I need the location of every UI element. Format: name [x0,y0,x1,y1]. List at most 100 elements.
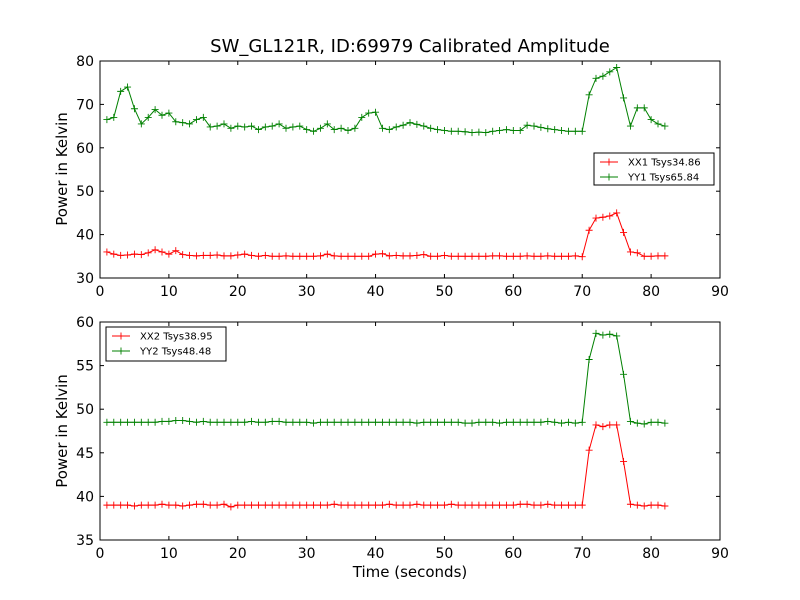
data-point [137,120,145,128]
data-point [606,421,614,429]
data-point [344,126,352,134]
data-point [103,418,111,426]
data-point [337,252,345,260]
data-point [537,418,545,426]
data-point [447,500,455,508]
data-point [186,417,194,425]
data-point [234,251,242,259]
data-point [523,418,531,426]
data-point [199,500,207,508]
data-point [261,123,269,131]
data-point [213,501,221,509]
x-tick-label: 40 [367,546,385,562]
data-point [392,251,400,259]
data-point [130,502,138,510]
data-point [392,418,400,426]
data-point [606,330,614,338]
y-axis-title-bottom: Power in Kelvin [53,374,71,488]
data-point [440,251,448,259]
data-point [571,252,579,260]
data-point [489,127,497,135]
data-point [310,501,318,509]
data-point [626,122,634,130]
legend-marker [605,158,613,166]
data-point [337,418,345,426]
data-point [372,250,380,258]
data-point [130,105,138,113]
legend-marker [605,173,613,181]
data-point [544,252,552,260]
data-point [606,68,614,76]
data-point [323,418,331,426]
data-point [489,252,497,260]
data-point [248,501,256,509]
data-point [647,252,655,260]
data-point [310,252,318,260]
data-point [248,251,256,259]
data-point [296,122,304,130]
data-point [158,417,166,425]
series-markers-2 [103,329,669,428]
data-point [661,252,669,260]
data-point [564,252,572,260]
data-point [544,125,552,133]
data-point [578,418,586,426]
data-point [482,252,490,260]
data-point [337,124,345,132]
data-point [461,419,469,427]
data-point [130,418,138,426]
data-point [158,111,166,119]
data-point [661,122,669,130]
data-point [206,251,214,259]
data-point [558,126,566,134]
data-point [117,418,125,426]
data-point [316,418,324,426]
data-point [578,501,586,509]
data-point [626,248,634,256]
data-point [172,417,180,425]
data-point [613,209,621,217]
data-point [344,501,352,509]
series-markers-1 [103,209,669,261]
x-tick-label: 20 [229,284,247,300]
data-point [365,252,373,260]
legend-marker [117,332,125,340]
data-point [585,226,593,234]
x-tick-label: 90 [711,284,729,300]
x-tick-label: 30 [298,284,316,300]
data-point [633,249,641,257]
data-point [275,501,283,509]
x-tick-label: 80 [642,284,660,300]
data-point [413,419,421,427]
x-tick-label: 0 [96,284,105,300]
data-point [640,420,648,428]
data-point [516,500,524,508]
data-point [372,418,380,426]
data-point [654,120,662,128]
data-point [496,126,504,134]
legend-label: XX1 Tsys34.86 [628,158,701,169]
data-point [227,418,235,426]
x-axis-title: Time (seconds) [352,563,468,581]
data-point [420,501,428,509]
data-point [413,500,421,508]
data-point [234,122,242,130]
data-point [268,122,276,130]
data-point [186,251,194,259]
data-point [172,118,180,126]
legend: XX2 Tsys38.95 YY2 Tsys48.48 [105,326,227,362]
chart-title: SW_GL121R, ID:69979 Calibrated Amplitude [210,36,610,57]
data-point [654,252,662,260]
data-point [640,502,648,510]
data-point [385,252,393,260]
data-point [475,252,483,260]
data-point [220,500,228,508]
legend-box [105,326,227,362]
data-point [551,501,559,509]
data-point [447,418,455,426]
data-point [399,121,407,129]
y-tick-label: 60 [76,315,94,331]
data-point [254,126,262,134]
data-point [385,500,393,508]
data-point [144,418,152,426]
